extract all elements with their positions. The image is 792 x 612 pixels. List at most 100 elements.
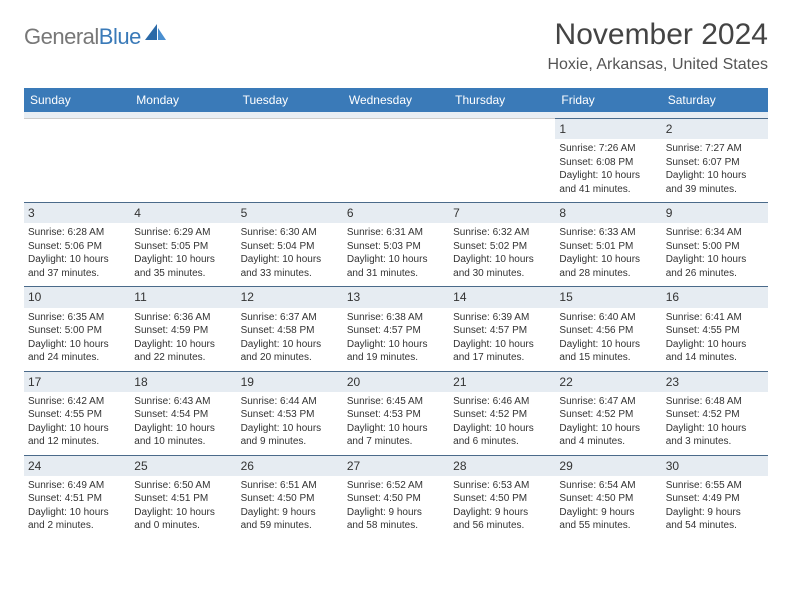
daylight2-line: and 19 minutes. — [347, 351, 445, 365]
sunrise-line: Sunrise: 6:36 AM — [134, 311, 232, 325]
day-cell: 15Sunrise: 6:40 AMSunset: 4:56 PMDayligh… — [555, 286, 661, 370]
sunset-line: Sunset: 4:50 PM — [347, 492, 445, 506]
sunset-line: Sunset: 4:57 PM — [453, 324, 551, 338]
day-cell: 30Sunrise: 6:55 AMSunset: 4:49 PMDayligh… — [662, 455, 768, 539]
daylight2-line: and 35 minutes. — [134, 267, 232, 281]
daylight1-line: Daylight: 10 hours — [347, 422, 445, 436]
daylight2-line: and 3 minutes. — [666, 435, 764, 449]
day-number: 23 — [662, 372, 768, 392]
day-cell: 5Sunrise: 6:30 AMSunset: 5:04 PMDaylight… — [237, 202, 343, 286]
daylight2-line: and 59 minutes. — [241, 519, 339, 533]
sunset-line: Sunset: 4:52 PM — [666, 408, 764, 422]
daylight1-line: Daylight: 10 hours — [559, 169, 657, 183]
sail-icon — [145, 24, 167, 42]
sunset-line: Sunset: 4:50 PM — [453, 492, 551, 506]
day-cell: 29Sunrise: 6:54 AMSunset: 4:50 PMDayligh… — [555, 455, 661, 539]
day-cell: 24Sunrise: 6:49 AMSunset: 4:51 PMDayligh… — [24, 455, 130, 539]
empty-cell — [130, 118, 236, 202]
sunset-line: Sunset: 6:07 PM — [666, 156, 764, 170]
day-number: 15 — [555, 287, 661, 307]
day-number: 17 — [24, 372, 130, 392]
logo-blue: Blue — [99, 24, 141, 49]
day-number: 16 — [662, 287, 768, 307]
daylight2-line: and 22 minutes. — [134, 351, 232, 365]
daylight1-line: Daylight: 10 hours — [134, 253, 232, 267]
sunset-line: Sunset: 4:52 PM — [559, 408, 657, 422]
calendar-header-row: SundayMondayTuesdayWednesdayThursdayFrid… — [24, 88, 768, 112]
daylight2-line: and 37 minutes. — [28, 267, 126, 281]
daylight2-line: and 39 minutes. — [666, 183, 764, 197]
daylight2-line: and 4 minutes. — [559, 435, 657, 449]
daylight2-line: and 41 minutes. — [559, 183, 657, 197]
day-number: 22 — [555, 372, 661, 392]
sunset-line: Sunset: 4:51 PM — [28, 492, 126, 506]
logo: GeneralBlue — [24, 18, 167, 50]
day-number: 29 — [555, 456, 661, 476]
sunset-line: Sunset: 4:55 PM — [28, 408, 126, 422]
daylight2-line: and 6 minutes. — [453, 435, 551, 449]
day-cell: 21Sunrise: 6:46 AMSunset: 4:52 PMDayligh… — [449, 371, 555, 455]
day-number: 26 — [237, 456, 343, 476]
location: Hoxie, Arkansas, United States — [547, 56, 768, 74]
day-cell: 2Sunrise: 7:27 AMSunset: 6:07 PMDaylight… — [662, 118, 768, 202]
sunrise-line: Sunrise: 6:47 AM — [559, 395, 657, 409]
daylight1-line: Daylight: 10 hours — [347, 253, 445, 267]
day-number: 11 — [130, 287, 236, 307]
sunrise-line: Sunrise: 6:37 AM — [241, 311, 339, 325]
daylight2-line: and 2 minutes. — [28, 519, 126, 533]
header: GeneralBlue November 2024 Hoxie, Arkansa… — [24, 18, 768, 74]
sunrise-line: Sunrise: 6:53 AM — [453, 479, 551, 493]
sunrise-line: Sunrise: 6:41 AM — [666, 311, 764, 325]
day-cell: 16Sunrise: 6:41 AMSunset: 4:55 PMDayligh… — [662, 286, 768, 370]
daylight1-line: Daylight: 10 hours — [28, 422, 126, 436]
sunrise-line: Sunrise: 6:45 AM — [347, 395, 445, 409]
daylight1-line: Daylight: 10 hours — [241, 253, 339, 267]
day-cell: 25Sunrise: 6:50 AMSunset: 4:51 PMDayligh… — [130, 455, 236, 539]
sunset-line: Sunset: 4:54 PM — [134, 408, 232, 422]
sunset-line: Sunset: 4:55 PM — [666, 324, 764, 338]
sunrise-line: Sunrise: 6:40 AM — [559, 311, 657, 325]
daylight2-line: and 0 minutes. — [134, 519, 232, 533]
sunrise-line: Sunrise: 6:43 AM — [134, 395, 232, 409]
day-number: 13 — [343, 287, 449, 307]
weekday-header: Sunday — [24, 88, 130, 112]
day-cell: 8Sunrise: 6:33 AMSunset: 5:01 PMDaylight… — [555, 202, 661, 286]
sunset-line: Sunset: 5:03 PM — [347, 240, 445, 254]
day-number: 14 — [449, 287, 555, 307]
daylight2-line: and 7 minutes. — [347, 435, 445, 449]
daylight1-line: Daylight: 9 hours — [453, 506, 551, 520]
sunrise-line: Sunrise: 6:46 AM — [453, 395, 551, 409]
day-cell: 22Sunrise: 6:47 AMSunset: 4:52 PMDayligh… — [555, 371, 661, 455]
daylight1-line: Daylight: 10 hours — [666, 253, 764, 267]
weekday-header: Tuesday — [237, 88, 343, 112]
sunrise-line: Sunrise: 6:35 AM — [28, 311, 126, 325]
daylight1-line: Daylight: 10 hours — [347, 338, 445, 352]
sunset-line: Sunset: 5:06 PM — [28, 240, 126, 254]
daylight2-line: and 15 minutes. — [559, 351, 657, 365]
daylight2-line: and 31 minutes. — [347, 267, 445, 281]
daylight2-line: and 24 minutes. — [28, 351, 126, 365]
day-cell: 14Sunrise: 6:39 AMSunset: 4:57 PMDayligh… — [449, 286, 555, 370]
daylight1-line: Daylight: 9 hours — [241, 506, 339, 520]
day-cell: 18Sunrise: 6:43 AMSunset: 4:54 PMDayligh… — [130, 371, 236, 455]
daylight1-line: Daylight: 10 hours — [134, 338, 232, 352]
day-cell: 3Sunrise: 6:28 AMSunset: 5:06 PMDaylight… — [24, 202, 130, 286]
sunrise-line: Sunrise: 6:31 AM — [347, 226, 445, 240]
sunrise-line: Sunrise: 6:52 AM — [347, 479, 445, 493]
sunrise-line: Sunrise: 7:27 AM — [666, 142, 764, 156]
sunset-line: Sunset: 5:05 PM — [134, 240, 232, 254]
daylight1-line: Daylight: 9 hours — [559, 506, 657, 520]
day-cell: 19Sunrise: 6:44 AMSunset: 4:53 PMDayligh… — [237, 371, 343, 455]
day-number: 10 — [24, 287, 130, 307]
day-number: 4 — [130, 203, 236, 223]
daylight2-line: and 14 minutes. — [666, 351, 764, 365]
empty-cell — [24, 118, 130, 202]
daylight1-line: Daylight: 10 hours — [134, 422, 232, 436]
daylight1-line: Daylight: 10 hours — [134, 506, 232, 520]
daylight1-line: Daylight: 10 hours — [559, 253, 657, 267]
daylight2-line: and 20 minutes. — [241, 351, 339, 365]
weekday-header: Friday — [555, 88, 661, 112]
daylight1-line: Daylight: 10 hours — [559, 338, 657, 352]
day-number: 19 — [237, 372, 343, 392]
day-number: 5 — [237, 203, 343, 223]
